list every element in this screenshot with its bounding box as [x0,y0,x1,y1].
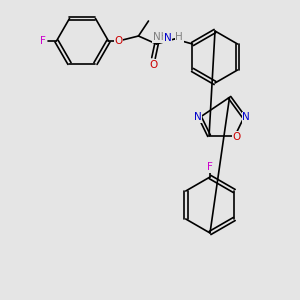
Text: O: O [233,132,241,142]
Text: N: N [164,33,172,43]
Text: N: N [194,112,202,122]
Text: NH: NH [153,32,169,42]
Text: O: O [114,36,123,46]
Text: O: O [149,60,158,70]
Text: F: F [207,162,213,172]
Text: N: N [242,112,250,122]
Text: H: H [176,32,183,42]
Text: F: F [40,36,45,46]
